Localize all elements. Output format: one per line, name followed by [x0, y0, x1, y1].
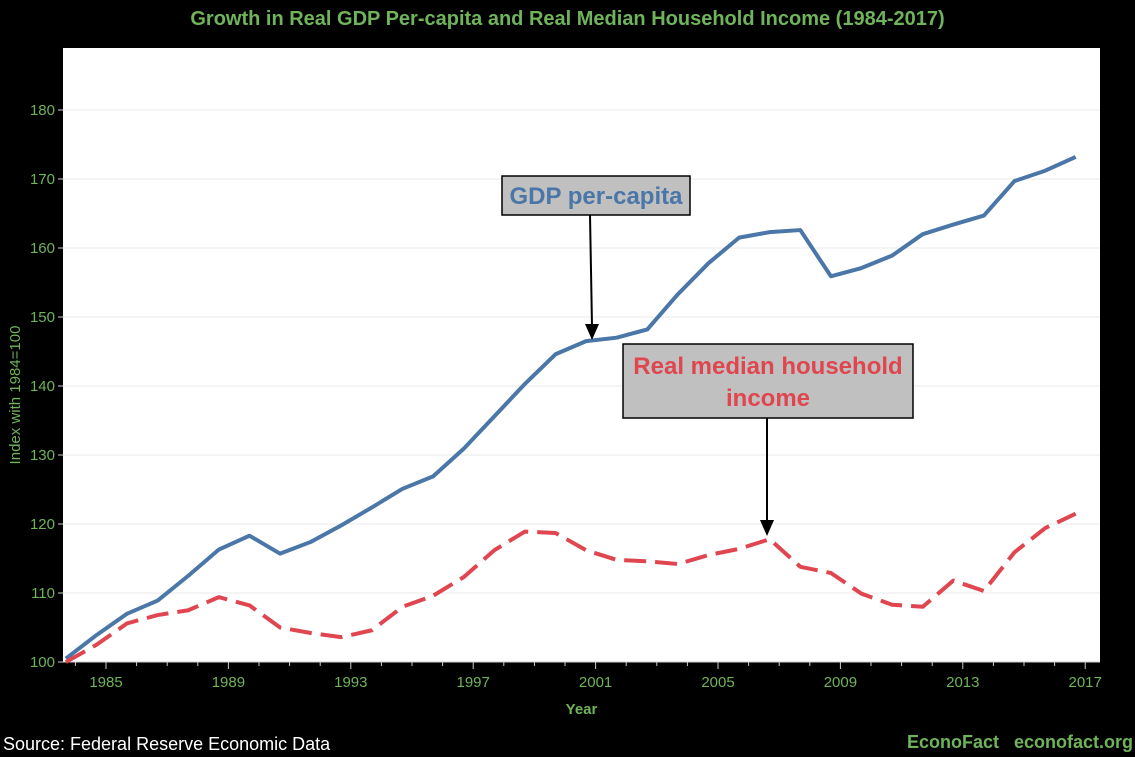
y-tick-label: 170	[30, 171, 55, 188]
y-tick-label: 100	[30, 654, 55, 671]
x-tick-label: 1993	[334, 674, 367, 691]
y-tick-label: 150	[30, 309, 55, 326]
y-axis-label: Index with 1984=100	[7, 326, 24, 465]
annotation-box	[501, 175, 691, 216]
x-tick-label: 1997	[457, 674, 490, 691]
y-tick-label: 140	[30, 378, 55, 395]
chart-title: Growth in Real GDP Per-capita and Real M…	[190, 8, 945, 30]
y-tick-label: 120	[30, 516, 55, 533]
annotation-income: Real median household income	[622, 343, 914, 536]
y-tick-label: 130	[30, 447, 55, 464]
x-tick-label: 2017	[1069, 674, 1102, 691]
annotation-label: GDP per-capita	[510, 183, 684, 210]
x-tick-label: 2013	[946, 674, 979, 691]
gdp-per-capita-line	[64, 155, 1077, 661]
x-axis-label: Year	[566, 701, 598, 718]
y-tick-label: 160	[30, 240, 55, 257]
median-income-line	[64, 511, 1077, 664]
annotation-arrow	[589, 214, 593, 327]
x-tick-label: 1989	[212, 674, 245, 691]
source-note: Source: Federal Reserve Economic Data	[3, 734, 331, 754]
annotation-box	[622, 343, 914, 419]
annotation-gdp: GDP per-capita	[501, 175, 691, 340]
y-tick-label: 110	[31, 585, 55, 602]
annotation-label: income	[726, 385, 810, 412]
x-tick-label: 2001	[579, 674, 612, 691]
arrow-head	[585, 324, 599, 340]
x-tick-label: 2005	[701, 674, 734, 691]
x-tick-label: 1985	[89, 674, 122, 691]
x-tick-label: 2009	[824, 674, 857, 691]
y-tick-label: 180	[30, 102, 55, 119]
arrow-head	[760, 520, 774, 536]
annotation-label: Real median household	[633, 353, 902, 380]
brand-label: EconoFact econofact.org	[906, 732, 1133, 752]
plot-area	[63, 48, 1100, 662]
